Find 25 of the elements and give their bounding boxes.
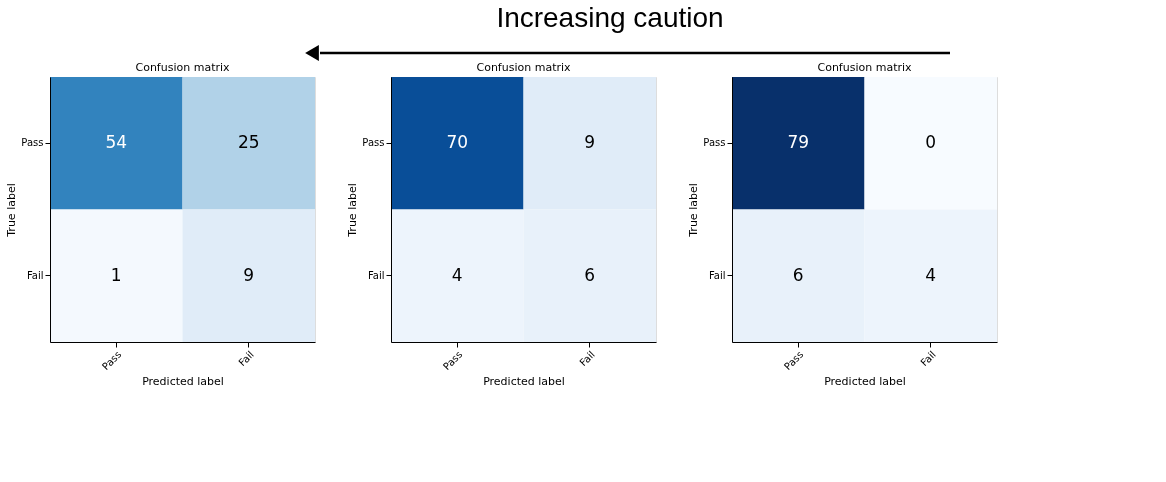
data-label: 1 [110,264,122,285]
y-axis-title: True label [346,183,360,238]
x-axis-title: Predicted label [142,375,224,389]
data-label: 4 [451,264,463,285]
data-label: 4 [925,264,937,285]
text: Increasing caution [496,2,724,33]
x-axis-title: Predicted label [483,375,565,389]
data-label: 70 [446,132,469,153]
x-tick-label: Fail [577,348,597,369]
chart-title: Confusion matrix [135,61,231,74]
chart-title: Confusion matrix [817,61,913,74]
data-label: 9 [243,264,255,285]
data-label: 79 [787,132,810,153]
data-label: 9 [584,132,596,153]
y-axis-title: True label [687,183,701,238]
data-label: 25 [237,132,260,153]
x-axis-title: Predicted label [824,375,906,389]
data-label: 6 [792,264,804,285]
data-label: 6 [584,264,596,285]
y-axis-title: True label [5,183,19,238]
data-label: 0 [925,132,937,153]
x-tick-label: Fail [918,348,938,369]
chart-title: Confusion matrix [476,61,572,74]
data-label: 54 [105,132,128,153]
x-tick-label: Fail [236,348,256,369]
